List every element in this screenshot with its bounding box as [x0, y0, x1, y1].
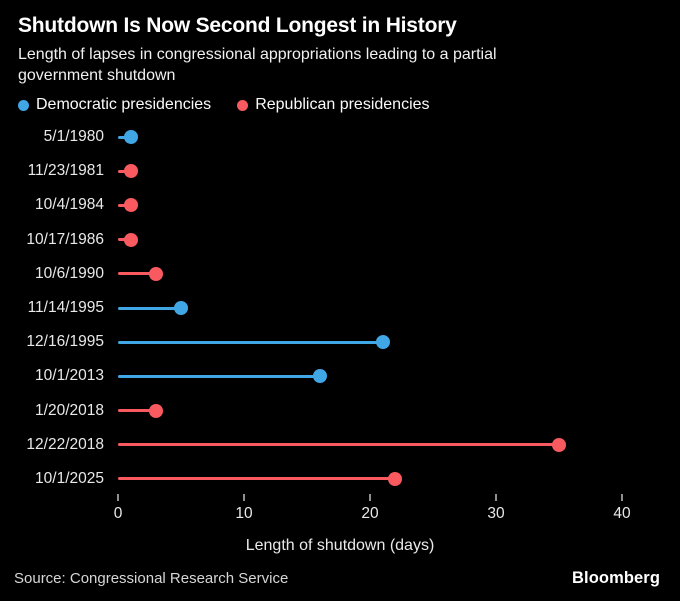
legend-dot-democratic-icon — [18, 99, 29, 111]
x-axis-tick-label: 0 — [113, 505, 123, 522]
lollipop-dot — [123, 164, 138, 179]
lollipop-stem — [118, 443, 559, 447]
row-date-label: 10/4/1984 — [35, 196, 104, 214]
row-plot — [118, 198, 680, 213]
lollipop-dot — [375, 335, 390, 350]
row-date-label: 10/1/2013 — [35, 367, 104, 385]
row-date-label: 12/16/1995 — [26, 333, 104, 351]
chart-subtitle: Length of lapses in congressional approp… — [18, 44, 497, 86]
legend-item-democratic: Democratic presidencies — [18, 96, 211, 114]
chart-plot-area: 5/1/1980 11/23/1981 10/4/1984 10/17/1986 10/… — [0, 120, 680, 496]
row-plot — [118, 369, 680, 384]
lollipop-stem — [118, 477, 396, 481]
lollipop-dot — [148, 266, 163, 281]
x-axis-tick-mark — [495, 494, 497, 501]
row-plot — [118, 232, 680, 247]
x-axis-tick-mark — [369, 494, 371, 501]
chart-subtitle-line-2: government shutdown — [18, 67, 176, 84]
row-date-label: 10/6/1990 — [35, 264, 104, 282]
bloomberg-logo: Bloomberg — [572, 569, 660, 587]
x-axis-tick-label: 20 — [361, 505, 379, 522]
chart-title: Shutdown Is Now Second Longest in Histor… — [18, 14, 457, 37]
chart-row: 1/20/2018 — [0, 394, 680, 428]
lollipop-stem — [118, 340, 383, 344]
lollipop-stem — [118, 409, 156, 413]
lollipop-dot — [123, 130, 138, 145]
lollipop-dot — [388, 471, 403, 486]
lollipop-stem — [118, 306, 181, 310]
x-axis-title: Length of shutdown (days) — [245, 537, 435, 554]
row-date-label: 5/1/1980 — [43, 128, 104, 146]
chart-row: 5/1/1980 — [0, 120, 680, 154]
legend-label-democratic: Democratic presidencies — [36, 96, 212, 113]
chart-row: 11/14/1995 — [0, 291, 680, 325]
chart-row: 10/4/1984 — [0, 188, 680, 222]
x-axis-tick-label: 40 — [613, 505, 631, 522]
row-plot — [118, 130, 680, 145]
chart-row: 10/1/2013 — [0, 359, 680, 393]
chart-row: 11/23/1981 — [0, 154, 680, 188]
footer: Source: Congressional Research Service B… — [14, 569, 660, 588]
row-date-label: 1/20/2018 — [35, 401, 104, 419]
source-note: Source: Congressional Research Service — [14, 570, 289, 587]
chart-row: 12/22/2018 — [0, 428, 680, 462]
legend-item-republican: Republican presidencies — [237, 96, 430, 114]
lollipop-dot — [312, 369, 327, 384]
row-date-label: 11/14/1995 — [27, 299, 104, 317]
row-plot — [118, 335, 680, 350]
lollipop-stem — [118, 374, 320, 378]
lollipop-dot — [123, 232, 138, 247]
row-plot — [118, 471, 680, 486]
lollipop-dot — [174, 301, 188, 316]
row-date-label: 10/1/2025 — [35, 469, 104, 487]
lollipop-stem — [118, 272, 156, 276]
row-plot — [118, 164, 680, 179]
chart-row: 10/6/1990 — [0, 257, 680, 291]
legend-label-republican: Republican presidencies — [255, 96, 430, 113]
row-plot — [118, 403, 680, 418]
row-plot — [118, 301, 680, 316]
chart-row: 10/17/1986 — [0, 223, 680, 257]
x-axis-tick-label: 10 — [235, 505, 253, 522]
row-date-label: 10/17/1986 — [26, 230, 104, 248]
x-axis-tick-mark — [243, 494, 245, 501]
lollipop-dot — [148, 403, 163, 418]
legend-dot-republican-icon — [237, 99, 249, 111]
lollipop-dot — [123, 198, 138, 213]
row-date-label: 12/22/2018 — [26, 435, 104, 453]
x-axis-tick-label: 30 — [487, 505, 505, 522]
legend: Democratic presidencies Republican presi… — [18, 96, 430, 114]
chart-row: 10/1/2025 — [0, 462, 680, 496]
x-axis-tick-mark — [621, 494, 623, 501]
x-axis: 0 10 20 30 40 — [114, 494, 680, 526]
lollipop-dot — [552, 437, 566, 452]
chart-row: 12/16/1995 — [0, 325, 680, 359]
x-axis-tick-mark — [117, 494, 119, 501]
chart-subtitle-line-1: Length of lapses in congressional approp… — [18, 46, 497, 63]
row-plot — [118, 437, 680, 452]
row-plot — [118, 266, 680, 281]
row-date-label: 11/23/1981 — [27, 162, 104, 180]
